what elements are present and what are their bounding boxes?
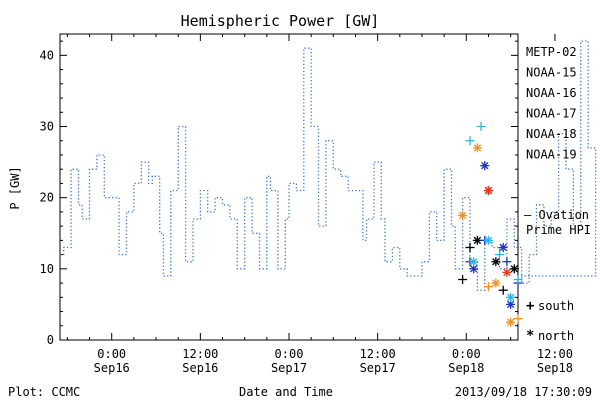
noaa-18-south-point — [483, 282, 493, 292]
marker-stroke — [484, 186, 493, 195]
noaa-16-north-point — [469, 257, 479, 267]
marker-stroke — [458, 211, 467, 220]
marker-stroke — [469, 258, 478, 266]
marker-stroke — [492, 279, 500, 287]
metp-02-north-point — [491, 257, 501, 267]
noaa-18-north-point — [458, 210, 468, 220]
ovation-series-line — [60, 40, 597, 291]
y-tick-label: 20 — [40, 191, 54, 205]
marker-stroke — [492, 258, 500, 266]
symbol-legend-marker: + — [526, 298, 534, 314]
legend-item: METP-02 — [526, 45, 577, 59]
legend-item: NOAA-16 — [526, 86, 577, 100]
noaa-16-south-point — [476, 122, 486, 132]
x-tick-time: 0:00 — [452, 347, 481, 361]
noaa-15-south-point — [502, 257, 512, 267]
y-tick-label: 40 — [40, 48, 54, 62]
plot-timestamp: 2013/09/18 17:30:09 — [455, 385, 592, 399]
x-axis-label: Date and Time — [239, 385, 333, 399]
y-tick-label: 10 — [40, 262, 54, 276]
marker-stroke — [503, 268, 511, 277]
x-tick-date: Sep16 — [94, 361, 130, 375]
symbol-legend-label: south — [538, 299, 574, 313]
noaa-18-north-point — [491, 278, 501, 288]
legend-ovation-line2: Prime HPI — [526, 223, 591, 237]
x-tick-date: Sep17 — [271, 361, 307, 375]
marker-stroke — [506, 318, 515, 326]
x-tick-time: 12:00 — [182, 347, 218, 361]
metp-02-north-point — [509, 264, 519, 274]
symbol-legend-marker: * — [526, 328, 534, 344]
marker-stroke — [510, 265, 519, 273]
noaa-16-south-point — [465, 136, 475, 146]
noaa-18-north-point — [472, 143, 482, 153]
symbol-legend-label: north — [538, 329, 574, 343]
x-tick-time: 12:00 — [360, 347, 396, 361]
noaa-16-south-point — [495, 250, 505, 260]
noaa-15-north-point — [506, 299, 516, 309]
marker-stroke — [499, 243, 507, 252]
noaa-19-north-point — [502, 267, 512, 277]
metp-02-south-point — [465, 242, 475, 252]
plot-credit: Plot: CCMC — [8, 385, 80, 399]
marker-stroke — [473, 236, 482, 245]
marker-stroke — [469, 265, 478, 273]
marker-stroke — [473, 144, 482, 152]
legend-item: NOAA-15 — [526, 66, 577, 80]
x-tick-date: Sep18 — [448, 361, 484, 375]
plot-frame — [59, 33, 519, 341]
x-tick-time: 12:00 — [537, 347, 573, 361]
x-tick-date: Sep17 — [360, 361, 396, 375]
y-tick-label: 30 — [40, 120, 54, 134]
noaa-18-north-point — [506, 317, 516, 327]
legend-ovation-line1: — Ovation — [524, 208, 589, 222]
marker-stroke — [506, 300, 515, 309]
chart-title: Hemispheric Power [GW] — [181, 12, 380, 30]
noaa-15-north-point — [480, 161, 490, 171]
x-tick-time: 0:00 — [275, 347, 304, 361]
metp-02-south-point — [498, 285, 508, 295]
y-tick-label: 0 — [47, 333, 54, 347]
noaa-15-north-point — [498, 242, 508, 252]
marker-stroke — [481, 161, 489, 170]
noaa-16-north-point — [506, 292, 516, 302]
legend-item: NOAA-19 — [526, 148, 577, 162]
x-tick-date: Sep16 — [182, 361, 218, 375]
y-axis-label: P [GW] — [8, 166, 22, 209]
metp-02-south-point — [458, 275, 468, 285]
noaa-16-south-point — [513, 275, 523, 285]
noaa-18-south-point — [513, 314, 523, 324]
noaa-16-north-point — [483, 235, 493, 245]
x-tick-time: 0:00 — [97, 347, 126, 361]
legend-item: NOAA-18 — [526, 127, 577, 141]
legend-item: NOAA-17 — [526, 107, 577, 121]
noaa-19-north-point — [483, 186, 493, 196]
plot-area: 0102030400:00Sep1612:00Sep160:00Sep1712:… — [40, 33, 597, 375]
marker-stroke — [484, 236, 493, 245]
legend: METP-02 NOAA-15 NOAA-16 NOAA-17 NOAA-18 NOAA-… — [524, 45, 591, 344]
x-tick-date: Sep18 — [537, 361, 573, 375]
marker-stroke — [506, 293, 515, 302]
